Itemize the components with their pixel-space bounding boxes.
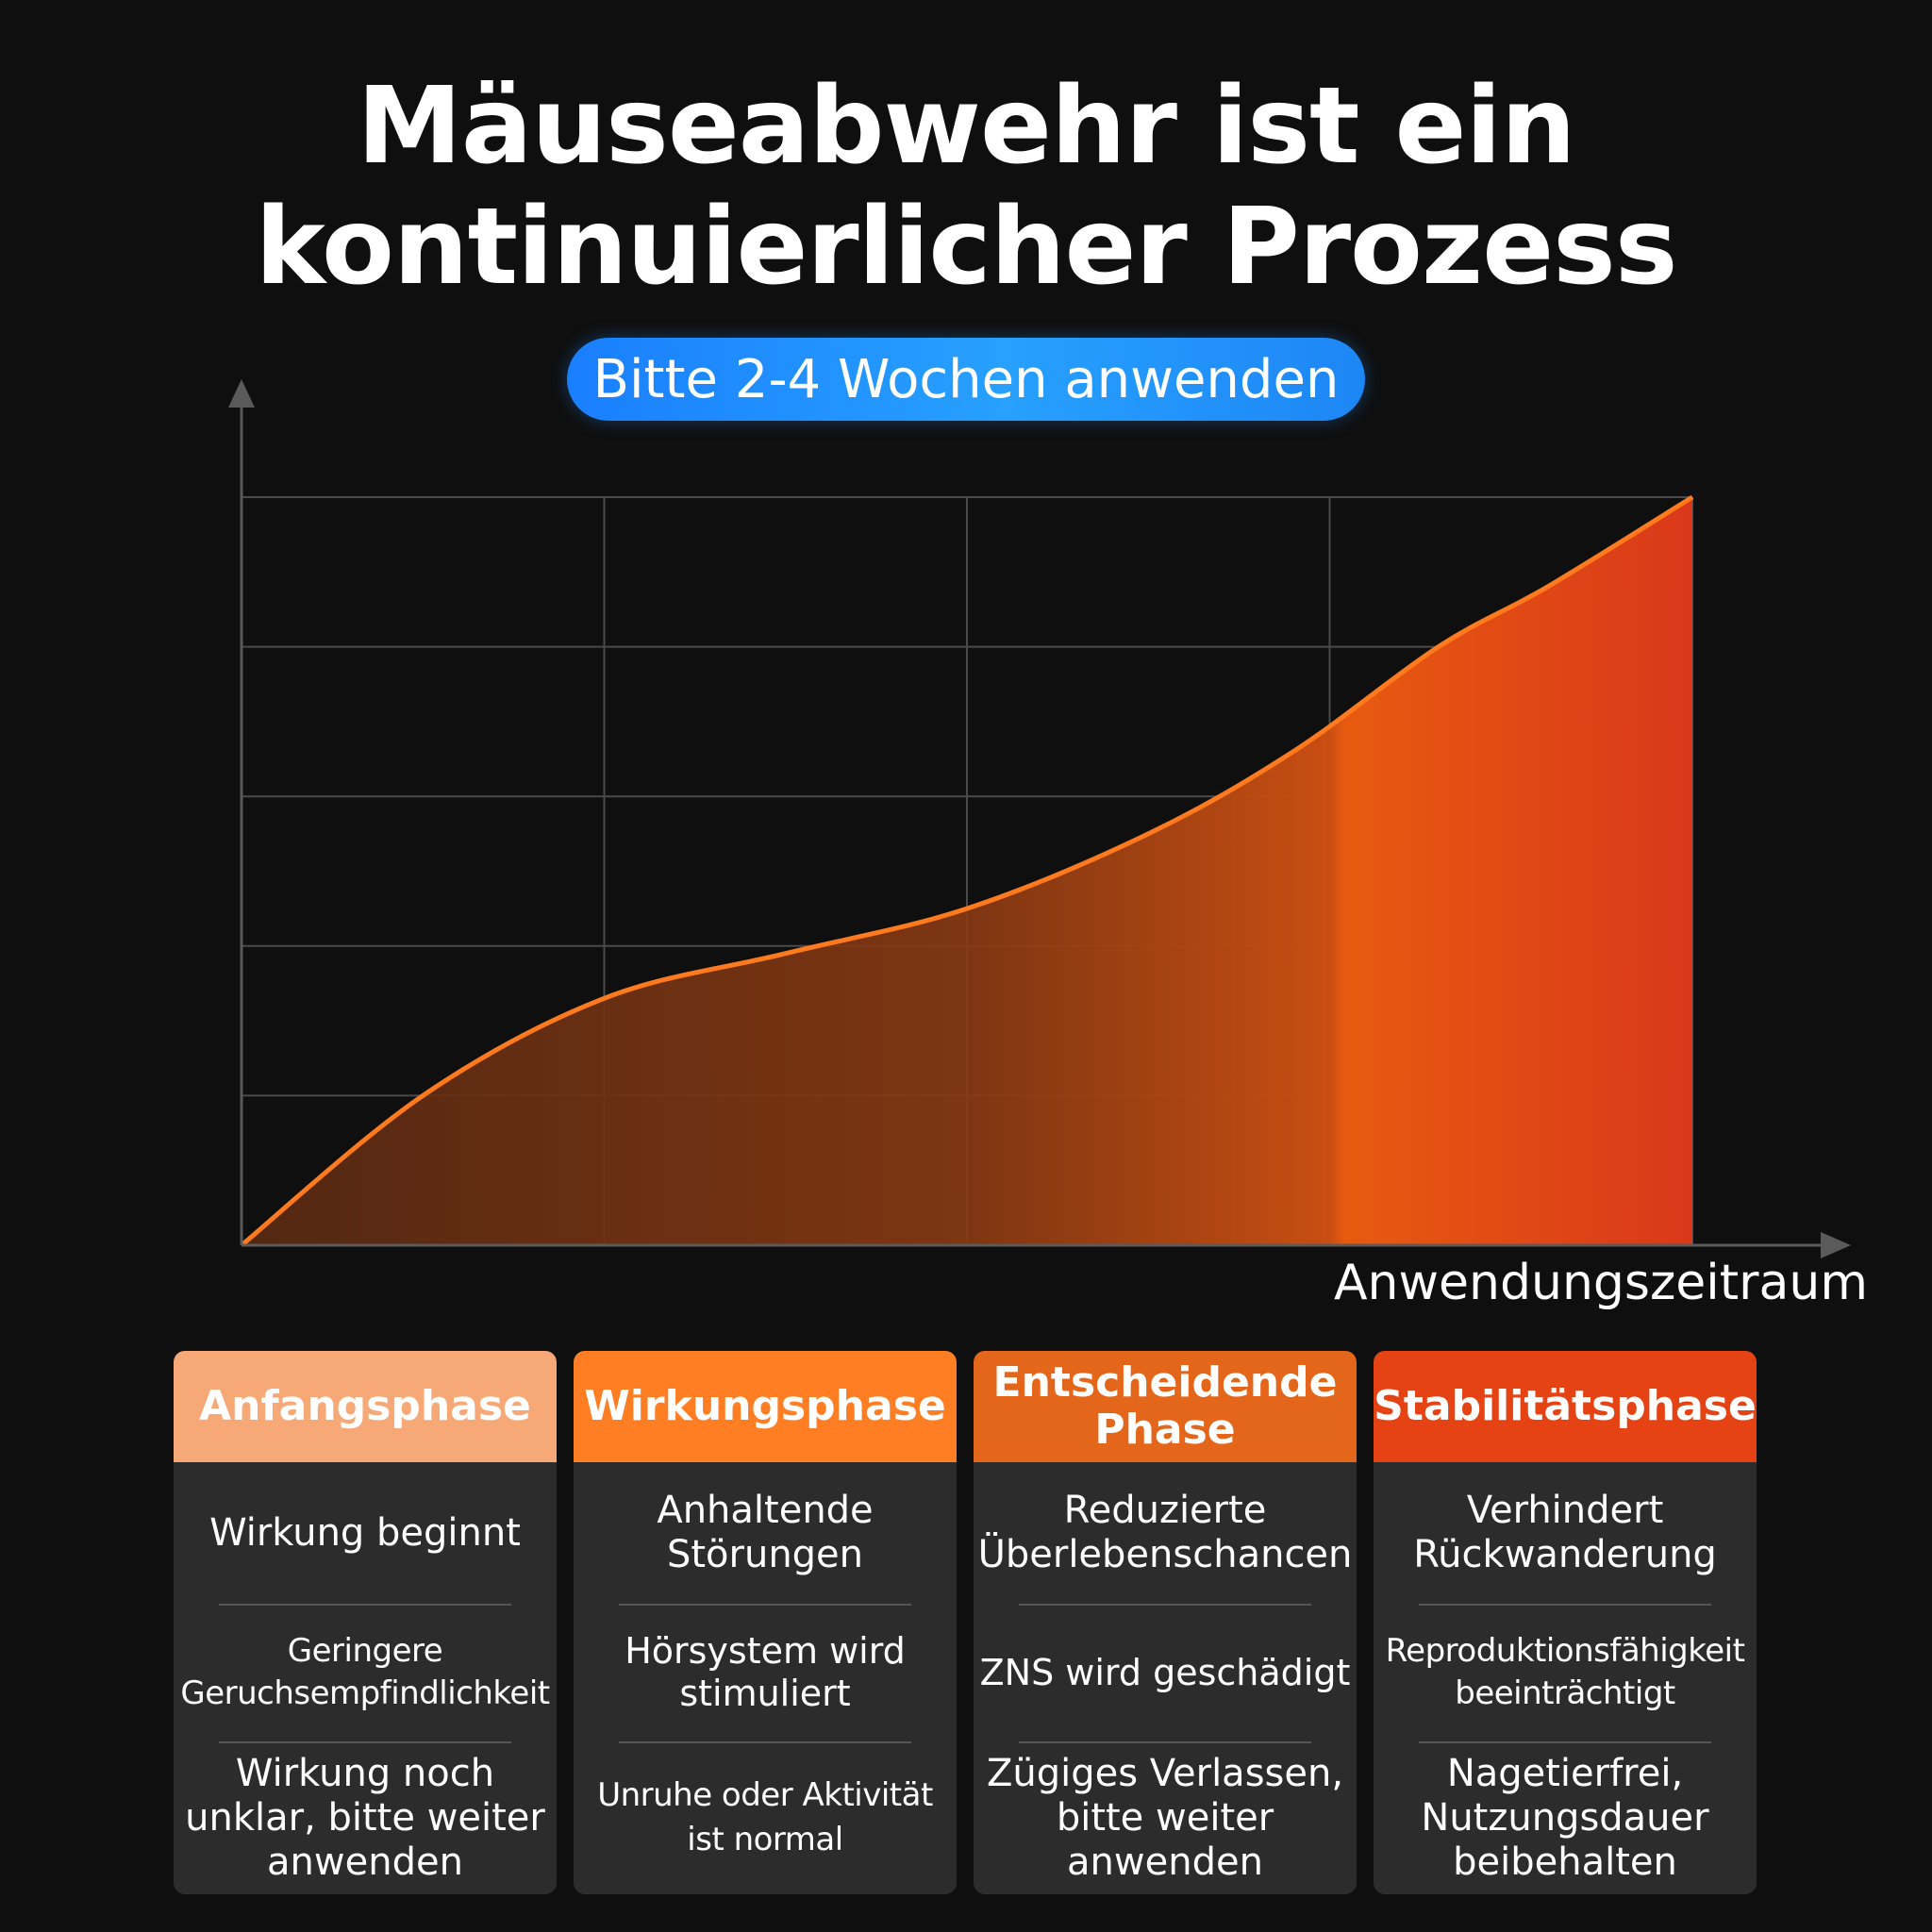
phase-divider bbox=[219, 1741, 511, 1743]
phase-title: Stabilitätsphase bbox=[1374, 1351, 1757, 1462]
phase-item: Reduzierte Überlebenschancen bbox=[977, 1489, 1353, 1576]
phase-item: Unruhe oder Aktivität ist normal bbox=[597, 1776, 933, 1858]
x-axis-label: Anwendungszeitraum bbox=[1333, 1255, 1868, 1311]
phase-divider bbox=[619, 1604, 911, 1606]
title-line-2: kontinuierlicher Prozess bbox=[255, 186, 1678, 308]
phase-card: Stabilitätsphase Verhindert Rückwanderung… bbox=[1374, 1351, 1757, 1894]
phase-item: Anhaltende Störungen bbox=[657, 1489, 874, 1576]
phase-divider bbox=[1019, 1741, 1311, 1743]
x-axis-arrow-icon bbox=[1821, 1232, 1851, 1258]
phase-divider bbox=[219, 1604, 511, 1606]
phase-divider bbox=[1019, 1604, 1311, 1606]
progress-area-chart bbox=[228, 379, 1851, 1258]
phase-item: Reproduktionsfähigkeit beeinträchtigt bbox=[1385, 1632, 1745, 1712]
phase-title: Entscheidende Phase bbox=[974, 1351, 1357, 1462]
phase-item: Verhindert Rückwanderung bbox=[1413, 1489, 1717, 1576]
phase-card: Entscheidende Phase Reduzierte Überlebens… bbox=[974, 1351, 1357, 1894]
phase-divider bbox=[619, 1741, 911, 1743]
phase-card: Anfangsphase Wirkung beginnt Geringere Ger… bbox=[174, 1351, 557, 1894]
area-fill bbox=[242, 497, 1692, 1245]
title-line-1: Mäuseabwehr ist ein bbox=[357, 65, 1575, 188]
phase-item: Geringere Geruchsempfindlichkeit bbox=[180, 1632, 550, 1712]
phase-item: Wirkung beginnt bbox=[209, 1510, 521, 1555]
duration-badge: Bitte 2-4 Wochen anwenden bbox=[567, 338, 1365, 421]
page-title: Mäuseabwehr ist ein kontinuierlicher Pro… bbox=[0, 66, 1932, 308]
phase-item: Hörsystem wird stimuliert bbox=[625, 1630, 906, 1714]
phase-divider bbox=[1419, 1741, 1711, 1743]
y-axis-arrow-icon bbox=[228, 379, 255, 408]
phase-item: ZNS wird geschädigt bbox=[979, 1651, 1351, 1693]
phase-item: Wirkung noch unklar, bitte weiter anwend… bbox=[185, 1751, 545, 1884]
phase-divider bbox=[1419, 1604, 1711, 1606]
area-line bbox=[240, 494, 1694, 1247]
phase-title: Wirkungsphase bbox=[574, 1351, 957, 1462]
phase-title: Anfangsphase bbox=[174, 1351, 557, 1462]
phase-card: Wirkungsphase Anhaltende Störungen Hörsyst… bbox=[574, 1351, 957, 1894]
phase-item: Zügiges Verlassen, bitte weiter anwenden bbox=[986, 1751, 1344, 1884]
phase-item: Nagetierfrei, Nutzungsdauer beibehalten bbox=[1421, 1751, 1709, 1884]
